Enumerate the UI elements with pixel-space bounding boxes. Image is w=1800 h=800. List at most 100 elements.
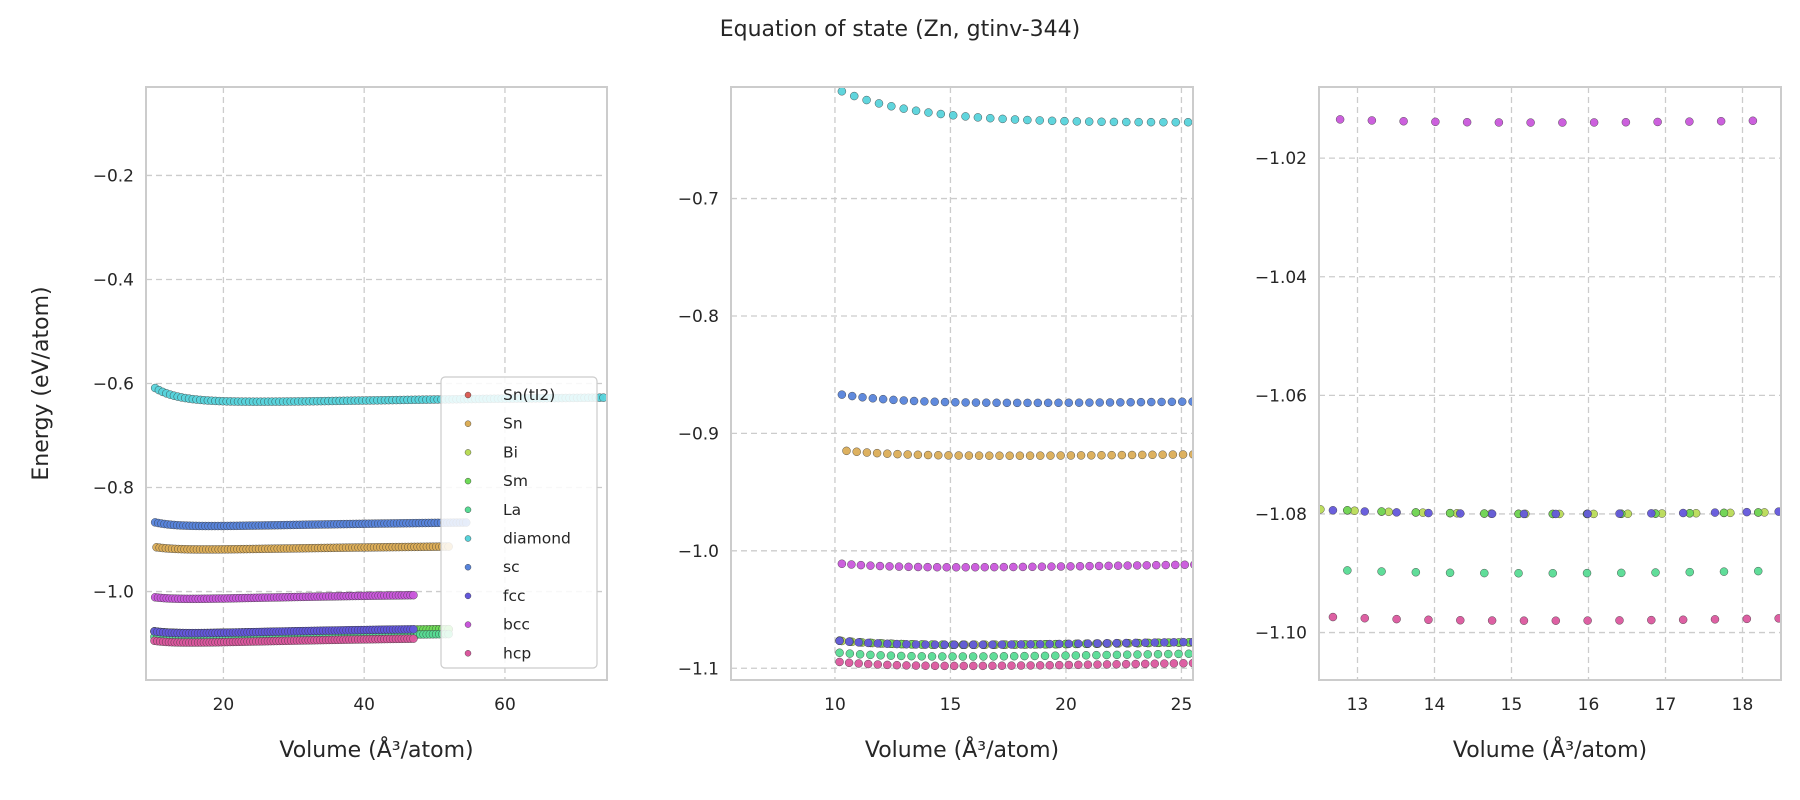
y-tick-label: −1.04 [1255,268,1307,288]
data-point-diamond [1209,118,1217,126]
x-axis-label: Volume (Å³/atom) [865,736,1059,763]
data-point-sn [1178,450,1188,459]
data-point-sc [1002,398,1012,408]
data-point-fcc [835,636,844,646]
x-tick-label: 10 [824,695,846,715]
data-point-sc [920,397,929,406]
data-point-sc [1054,398,1063,408]
data-point-diamond [973,113,983,122]
legend-label: bcc [503,616,530,634]
data-point-sc [1199,397,1207,405]
data-point-sn [1036,451,1045,460]
data-point-diamond [1109,117,1119,127]
data-point-sm [1309,505,1317,513]
data-point-hcp [854,659,863,668]
data-point-la [1051,651,1060,660]
data-point-sn [872,448,882,458]
data-point-la [989,652,998,661]
data-point-la [1092,650,1101,660]
data-point-bcc [904,562,913,572]
data-point-bcc [1171,560,1180,570]
data-point-sn [1076,451,1086,460]
data-point-la [1040,651,1050,661]
data-point-sn [974,451,984,460]
data-point-sc [992,398,1001,407]
data-point-sc [1105,398,1115,407]
data-point-fcc [409,625,418,634]
x-tick-label: 25 [1171,695,1193,715]
data-point-hcp [1026,661,1035,670]
data-point-bcc [1367,116,1377,125]
data-point-la [1582,568,1592,578]
data-point-fcc [1035,639,1045,649]
data-point-bcc [1685,117,1694,126]
data-point-bcc [1526,118,1535,127]
data-point-la [835,648,844,657]
data-point-fcc [1064,639,1074,649]
data-point-la [979,652,988,661]
data-point-sn [893,449,902,459]
legend-label: hcp [503,644,531,662]
data-point-sc [1023,398,1032,408]
data-point-bcc [1399,117,1408,126]
data-point-bcc [409,590,418,600]
data-point-diamond [1134,117,1143,127]
data-point-fcc [1456,509,1465,518]
data-point-fcc [940,640,949,649]
data-point-la [1174,649,1183,659]
data-point-hcp [1150,659,1159,668]
data-point-sn [852,447,861,456]
data-point-hcp [1615,616,1624,625]
data-point-hcp [1647,615,1656,625]
data-point-bcc [942,563,951,572]
data-point-bcc [1113,561,1123,570]
data-point-la [1617,568,1626,578]
plot-area [731,87,1193,680]
data-point-sn [1066,451,1076,460]
legend-label: La [503,501,521,519]
data-point-fcc [883,639,892,648]
data-point-fcc [949,640,959,649]
data-point-bi [1795,508,1800,516]
data-points [835,87,1217,671]
data-point-sc [1126,398,1135,407]
data-point-sn [1015,451,1025,460]
x-tick-label: 15 [1501,695,1523,715]
data-point-fcc [1141,638,1150,647]
data-point-bcc [1716,117,1726,126]
data-point-sn [934,451,943,460]
legend-marker [464,535,472,542]
data-point-diamond [1084,117,1094,126]
data-point-bcc [1047,562,1056,571]
data-point-sm [1445,508,1455,518]
data-point-bcc [1621,118,1631,127]
data-point-bcc [1009,562,1018,572]
data-point-bcc [1037,562,1047,571]
data-point-bcc [1094,561,1104,571]
panel-1: 20 40 60 −1.0 −0.8 −0.6 −0.4 −0.2 Volume (Å³/ato… [29,86,608,763]
legend-marker [464,650,472,657]
data-point-hcp [921,661,930,670]
data-point-fcc [1551,509,1560,519]
data-point-sm [1480,509,1489,518]
data-point-bi [1197,638,1205,646]
data-point-bcc [1241,110,1249,118]
data-point-la [876,651,885,660]
legend-marker [464,391,472,399]
x-tick-label: 13 [1347,695,1369,715]
data-point-diamond [1010,115,1020,124]
data-point-hcp [930,661,940,671]
data-point-diamond [1183,118,1193,127]
data-point-sc [1074,398,1084,407]
data-point-fcc [902,640,911,649]
data-point-hcp [1424,615,1433,624]
data-point-hcp [1551,616,1560,625]
data-point-hcp [1199,659,1207,667]
panel-2: 10 15 20 25 −1.1 −1.0 −0.9 −0.8 −0.7 Volume (Å³/a… [678,86,1217,763]
data-point-bcc [1304,114,1312,122]
data-point-fcc [969,640,978,649]
data-point-sm [1411,508,1421,517]
data-point-hcp [835,657,844,667]
data-point-hcp [1297,612,1305,620]
